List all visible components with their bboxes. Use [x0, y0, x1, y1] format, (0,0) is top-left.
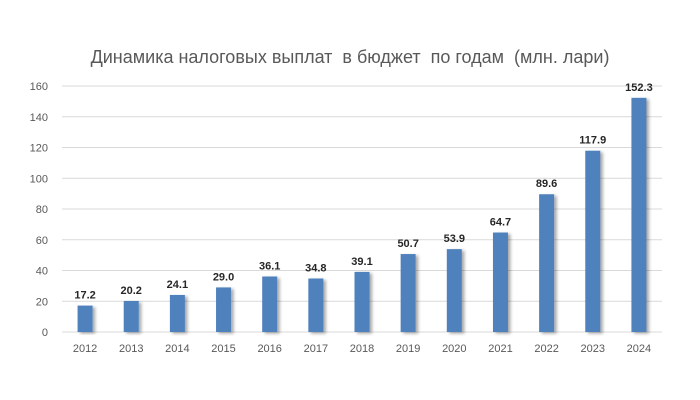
y-tick-label: 80	[36, 204, 48, 216]
data-label: 39.1	[351, 256, 372, 268]
bar	[77, 305, 93, 332]
data-labels: 17.2 20.2 24.1 29.0 36.1 34.8 39.1 50.7 53.9 64.7…	[74, 82, 652, 302]
bar	[631, 97, 647, 333]
x-tick-label: 2020	[442, 343, 466, 355]
bar	[262, 276, 278, 332]
data-label: 89.6	[536, 178, 557, 190]
data-label: 24.1	[167, 279, 188, 291]
bar	[308, 278, 324, 332]
bar	[492, 232, 508, 332]
x-tick-label: 2012	[73, 343, 97, 355]
bar	[354, 271, 370, 332]
chart-title: Динамика налоговых выплат в бюджет по го…	[90, 47, 610, 67]
y-tick-label: 20	[36, 296, 48, 308]
x-axis: 2012 2013 2014 2015 2016 2017 2018 2019 2020 2021…	[73, 343, 651, 355]
bars	[77, 97, 647, 333]
x-tick-label: 2019	[396, 343, 420, 355]
x-tick-label: 2021	[488, 343, 512, 355]
x-tick-label: 2015	[211, 343, 235, 355]
data-label: 20.2	[121, 285, 142, 297]
x-tick-label: 2022	[534, 343, 558, 355]
y-tick-label: 120	[30, 143, 48, 155]
data-label: 64.7	[490, 217, 511, 229]
y-tick-label: 160	[30, 81, 48, 93]
x-tick-label: 2014	[165, 343, 189, 355]
bar	[400, 254, 416, 332]
data-label: 36.1	[259, 260, 280, 272]
y-tick-label: 140	[30, 112, 48, 124]
bar	[169, 294, 185, 332]
bar	[216, 287, 232, 332]
data-label: 34.8	[305, 262, 326, 274]
bar	[539, 194, 555, 332]
bar	[446, 249, 462, 332]
x-tick-label: 2023	[581, 343, 605, 355]
y-tick-label: 40	[36, 266, 48, 278]
y-tick-label: 100	[30, 173, 48, 185]
x-tick-label: 2016	[257, 343, 281, 355]
y-tick-label: 60	[36, 235, 48, 247]
data-label: 53.9	[444, 233, 465, 245]
gridlines	[62, 85, 662, 333]
x-tick-label: 2024	[627, 343, 651, 355]
data-label: 29.0	[213, 271, 234, 283]
y-axis: 0 20 40 60 80 100 120 140 160	[30, 81, 48, 339]
bar	[123, 300, 139, 332]
x-tick-label: 2013	[119, 343, 143, 355]
bar	[585, 150, 601, 332]
data-label: 17.2	[74, 290, 95, 302]
data-label: 50.7	[397, 238, 418, 250]
x-tick-label: 2018	[350, 343, 374, 355]
data-label: 152.3	[625, 82, 653, 94]
x-tick-label: 2017	[304, 343, 328, 355]
y-tick-label: 0	[42, 327, 48, 339]
data-label: 117.9	[579, 135, 606, 147]
